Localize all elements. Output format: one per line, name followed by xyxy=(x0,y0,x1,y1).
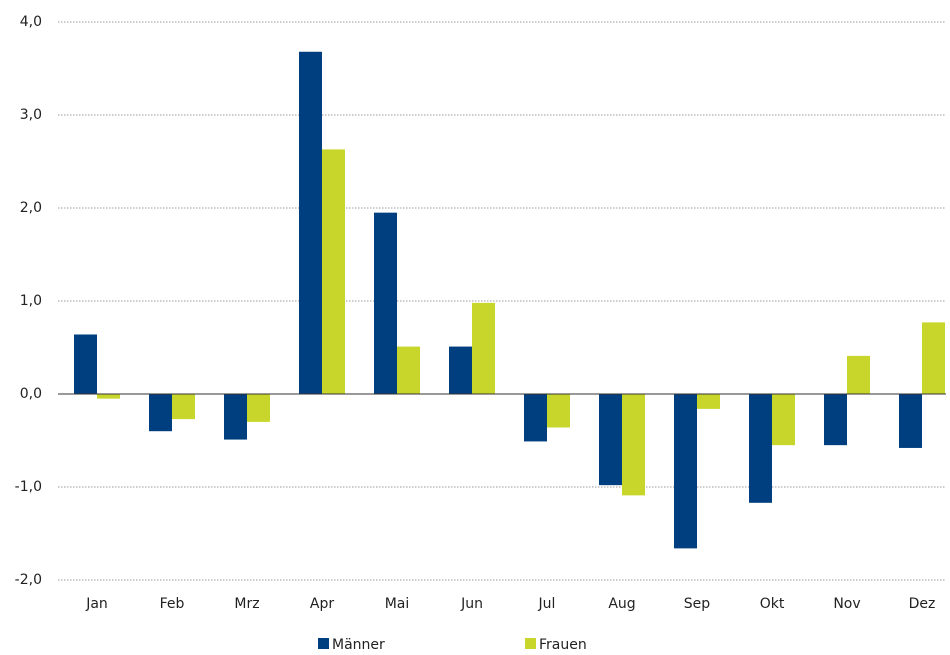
bar xyxy=(322,149,345,394)
legend-swatch xyxy=(318,638,329,649)
bar xyxy=(772,394,795,446)
x-tick-label: Jan xyxy=(85,596,108,612)
y-tick-label: 4,0 xyxy=(20,14,42,30)
y-tick-label: -1,0 xyxy=(15,479,42,495)
bar xyxy=(749,394,772,503)
x-tick-label: Dez xyxy=(909,596,936,612)
bar xyxy=(622,394,645,496)
bar xyxy=(824,394,847,446)
x-tick-label: Sep xyxy=(684,596,711,612)
y-tick-label: 1,0 xyxy=(20,293,42,309)
bar xyxy=(922,322,945,394)
x-tick-label: Apr xyxy=(310,596,334,612)
y-tick-label: 3,0 xyxy=(20,107,42,123)
x-tick-label: Mai xyxy=(385,596,410,612)
x-tick-label: Jul xyxy=(538,596,556,612)
x-tick-label: Mrz xyxy=(234,596,259,612)
x-tick-label: Okt xyxy=(760,596,785,612)
bar xyxy=(547,394,570,428)
bar xyxy=(472,302,495,394)
bar xyxy=(524,394,547,442)
bar xyxy=(674,394,697,549)
bar xyxy=(599,394,622,486)
bar xyxy=(449,346,472,394)
x-tick-label: Jun xyxy=(460,596,483,612)
x-tick-label: Feb xyxy=(160,596,185,612)
bar xyxy=(97,394,120,399)
bar xyxy=(172,394,195,420)
y-tick-label: 0,0 xyxy=(20,386,42,402)
x-tick-label: Nov xyxy=(833,596,860,612)
x-tick-label: Aug xyxy=(608,596,635,612)
bar xyxy=(374,212,397,394)
bar xyxy=(847,355,870,394)
y-tick-label: 2,0 xyxy=(20,200,42,216)
bar xyxy=(247,394,270,422)
legend-label: Frauen xyxy=(539,637,587,653)
legend-swatch xyxy=(525,638,536,649)
bar xyxy=(299,51,322,394)
legend-label: Männer xyxy=(332,637,385,653)
bar xyxy=(224,394,247,440)
bar xyxy=(397,346,420,394)
bar xyxy=(899,394,922,448)
bar xyxy=(149,394,172,432)
y-tick-label: -2,0 xyxy=(15,572,42,588)
bar xyxy=(74,334,97,394)
bar xyxy=(697,394,720,409)
